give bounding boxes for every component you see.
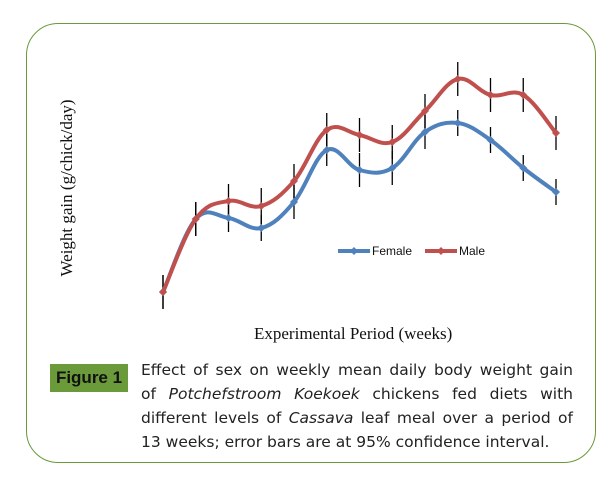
data-point-male-5: [290, 177, 298, 185]
x-axis-label: Experimental Period (weeks): [254, 324, 453, 343]
caption-line: different levels of Cassava leaf meal ov…: [141, 406, 573, 430]
data-point-female-8: [388, 164, 397, 172]
data-point-female-12: [519, 164, 528, 172]
error-bars: [162, 62, 557, 309]
caption-italic-text: Cassava: [288, 409, 354, 427]
legend-label-female: Female: [372, 244, 413, 258]
data-point-female-7: [355, 166, 364, 174]
caption-line: of Potchefstroom Koekoek chickens fed di…: [141, 382, 573, 406]
data-point-male-9: [421, 107, 429, 115]
data-point-female-4: [257, 224, 266, 232]
chart-legend: Female Male: [337, 244, 497, 258]
data-point-female-3: [224, 214, 233, 222]
legend-swatch-female: [338, 247, 370, 255]
figure-label: Figure 1: [50, 364, 128, 392]
caption-line: Effect of sex on weekly mean daily body …: [141, 358, 573, 382]
legend-swatch-male: [425, 247, 458, 255]
data-point-female-5: [290, 198, 298, 206]
legend-label-male: Male: [459, 244, 486, 258]
data-point-male-11: [486, 91, 495, 99]
data-point-male-4: [257, 202, 266, 210]
caption-text: 13 weeks; error bars are at 95% confiden…: [141, 433, 550, 451]
data-point-male-12: [519, 91, 528, 99]
data-point-male-8: [388, 138, 397, 146]
data-point-female-11: [486, 136, 495, 144]
data-point-male-2: [191, 215, 200, 223]
legend-item-female: Female: [337, 244, 412, 258]
data-point-female-13: [552, 188, 560, 196]
figure-frame: [26, 23, 596, 463]
caption-text: Effect of sex on weekly mean daily body …: [141, 361, 573, 379]
data-point-female-6: [322, 146, 331, 154]
data-point-male-6: [322, 126, 331, 134]
figure-caption: Effect of sex on weekly mean daily body …: [141, 358, 573, 454]
caption-text: chickens fed diets with: [359, 385, 573, 403]
data-point-male-13: [552, 129, 560, 137]
data-point-male-10: [453, 75, 462, 83]
data-point-male-3: [224, 197, 233, 205]
caption-italic-text: Potchefstroom Koekoek: [168, 385, 360, 403]
y-axis-label: Weight gain (g/chick/day): [57, 99, 76, 277]
legend-item-male: Male: [424, 244, 485, 258]
data-point-female-9: [421, 128, 429, 136]
caption-text: of: [141, 385, 169, 403]
caption-text: leaf meal over a period of: [353, 409, 574, 427]
caption-line: 13 weeks; error bars are at 95% confiden…: [141, 430, 573, 454]
data-point-male-7: [355, 131, 364, 139]
caption-text: different levels of: [141, 409, 289, 427]
series-markers: [159, 75, 560, 296]
data-point-female-10: [453, 119, 462, 127]
data-point-male-1: [159, 288, 167, 296]
